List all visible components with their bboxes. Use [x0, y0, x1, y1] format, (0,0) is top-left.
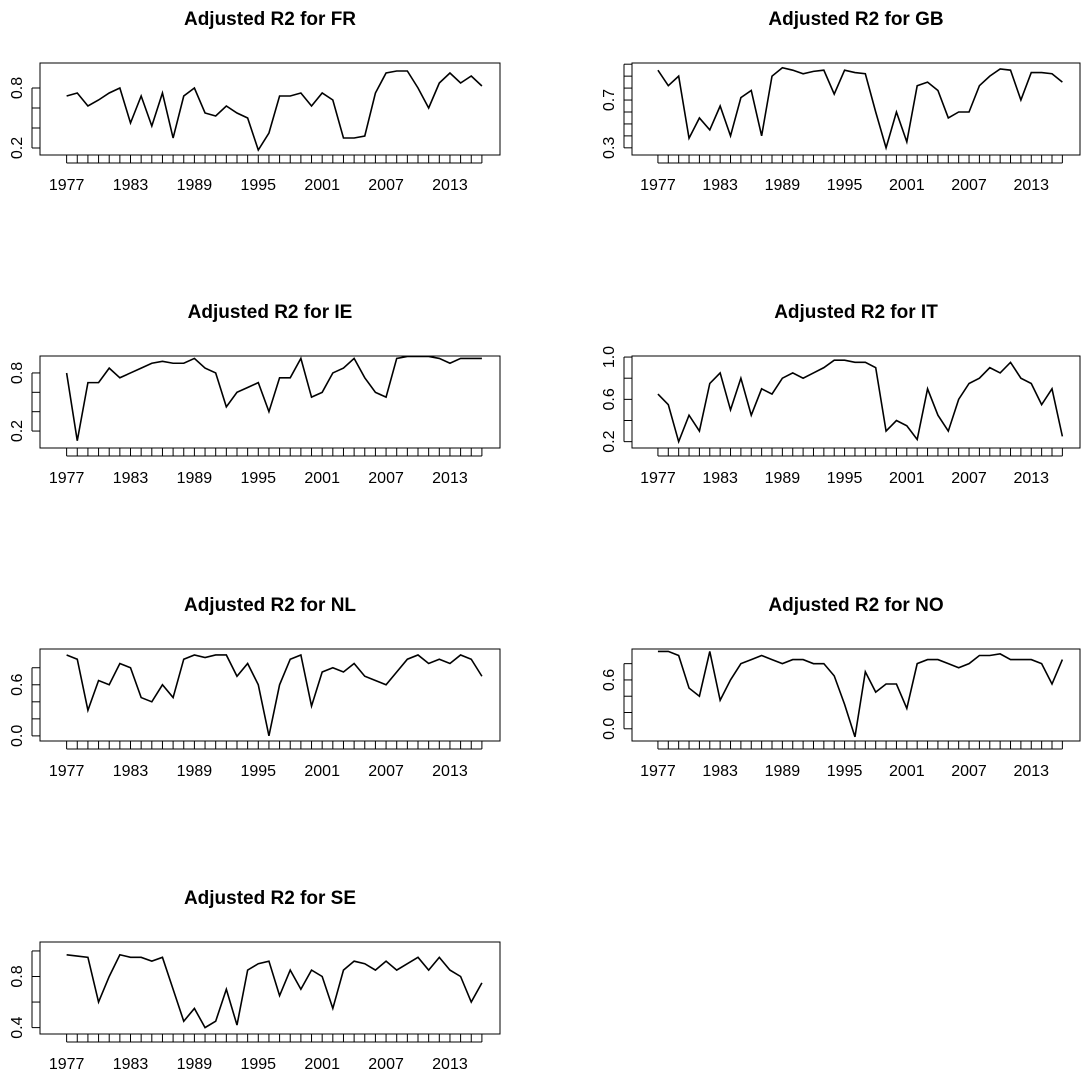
chart-title: Adjusted R2 for IT — [774, 302, 938, 323]
x-tick-label: 1989 — [177, 177, 213, 194]
x-tick-label: 2013 — [1013, 763, 1049, 780]
x-tick-label: 1995 — [827, 177, 863, 194]
chart-title: Adjusted R2 for FR — [184, 9, 356, 30]
plot-frame — [631, 62, 1081, 156]
x-tick-label: 1983 — [113, 470, 149, 487]
x-tick-label: 2001 — [304, 470, 340, 487]
chart-title: Adjusted R2 for SE — [184, 888, 356, 909]
x-tick-label: 2001 — [889, 763, 925, 780]
x-tick-label: 1989 — [765, 763, 801, 780]
x-tick-label: 1983 — [702, 763, 738, 780]
x-tick-label: 2007 — [951, 177, 987, 194]
x-tick-label: 1995 — [827, 470, 863, 487]
plot-frame — [39, 648, 501, 742]
plot-frame — [39, 62, 501, 156]
chart-title: Adjusted R2 for GB — [768, 9, 943, 30]
x-tick-label: 2007 — [368, 177, 404, 194]
x-tick-label: 1995 — [240, 470, 276, 487]
chart-title: Adjusted R2 for IE — [188, 302, 353, 323]
x-tick-label: 2013 — [1013, 470, 1049, 487]
x-tick-label: 1989 — [177, 763, 213, 780]
x-tick-label: 1983 — [113, 1056, 149, 1073]
chart-title: Adjusted R2 for NL — [184, 595, 356, 616]
x-tick-label: 2007 — [368, 470, 404, 487]
x-tick-label: 1983 — [113, 177, 149, 194]
x-tick-label: 2001 — [304, 177, 340, 194]
x-tick-label: 2007 — [368, 1056, 404, 1073]
y-tick-label: 0.6 — [9, 674, 26, 696]
series-line — [66, 70, 483, 152]
x-tick-label: 1977 — [49, 1056, 85, 1073]
x-tick-label: 2007 — [951, 470, 987, 487]
y-tick-label: 0.3 — [601, 137, 618, 159]
x-tick-label: 1989 — [177, 1056, 213, 1073]
x-tick-label: 2013 — [1013, 177, 1049, 194]
y-tick-label: 0.2 — [9, 420, 26, 442]
x-tick-label: 1989 — [177, 470, 213, 487]
x-tick-label: 1995 — [240, 177, 276, 194]
series-line — [66, 953, 483, 1029]
x-tick-label: 1989 — [765, 470, 801, 487]
x-tick-label: 2007 — [951, 763, 987, 780]
x-tick-label: 1989 — [765, 177, 801, 194]
y-tick-label: 0.6 — [601, 669, 618, 691]
x-tick-label: 1977 — [49, 470, 85, 487]
x-tick-label: 2001 — [304, 763, 340, 780]
series-line — [66, 653, 483, 737]
plot-frame — [631, 648, 1081, 742]
x-tick-label: 2013 — [432, 177, 468, 194]
series-line — [657, 66, 1063, 151]
x-tick-label: 1977 — [640, 470, 676, 487]
plot-frame — [631, 355, 1081, 449]
x-tick-label: 1983 — [702, 470, 738, 487]
x-tick-label: 2001 — [889, 177, 925, 194]
x-tick-label: 1977 — [49, 763, 85, 780]
x-tick-label: 1977 — [640, 177, 676, 194]
x-tick-label: 2007 — [368, 763, 404, 780]
x-tick-label: 1995 — [240, 763, 276, 780]
series-line — [657, 359, 1064, 445]
x-tick-label: 2013 — [432, 1056, 468, 1073]
plot-frame — [39, 355, 501, 449]
x-tick-label: 1983 — [702, 177, 738, 194]
x-tick-label: 2001 — [304, 1056, 340, 1073]
y-tick-label: 0.0 — [9, 725, 26, 747]
x-tick-label: 2013 — [432, 470, 468, 487]
x-tick-label: 1977 — [49, 177, 85, 194]
y-tick-label: 0.8 — [9, 362, 26, 384]
plot-frame — [39, 941, 501, 1035]
x-tick-label: 1995 — [240, 1056, 276, 1073]
y-tick-label: 1.0 — [601, 346, 618, 368]
x-tick-label: 1995 — [827, 763, 863, 780]
y-tick-label: 0.6 — [601, 388, 618, 410]
x-tick-label: 2013 — [432, 763, 468, 780]
series-line — [657, 650, 1064, 738]
y-tick-label: 0.2 — [601, 430, 618, 452]
chart-title: Adjusted R2 for NO — [768, 595, 943, 616]
y-tick-label: 0.7 — [601, 89, 618, 111]
x-tick-label: 1983 — [113, 763, 149, 780]
y-tick-label: 0.8 — [9, 77, 26, 99]
y-tick-label: 0.2 — [9, 137, 26, 159]
y-tick-label: 0.0 — [601, 718, 618, 740]
x-tick-label: 1977 — [640, 763, 676, 780]
series-line — [65, 355, 482, 441]
y-tick-label: 0.4 — [9, 1016, 26, 1038]
x-tick-label: 2001 — [889, 470, 925, 487]
y-tick-label: 0.8 — [9, 965, 26, 987]
